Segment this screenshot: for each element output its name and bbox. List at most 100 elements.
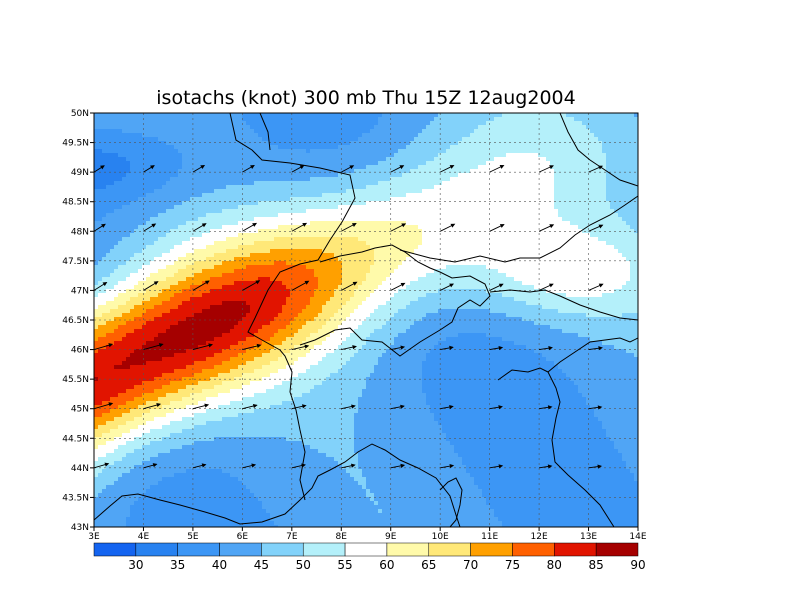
field-cell xyxy=(370,221,375,226)
field-cell xyxy=(206,197,211,202)
field-cell xyxy=(410,217,415,222)
field-cell xyxy=(106,221,111,226)
field-cell xyxy=(426,141,431,146)
field-cell xyxy=(278,209,283,214)
field-cell xyxy=(430,141,435,146)
field-cell xyxy=(578,205,583,210)
field-cell xyxy=(366,201,371,206)
field-cell xyxy=(134,237,139,242)
field-cell xyxy=(518,189,523,194)
field-cell xyxy=(346,149,351,154)
field-cell xyxy=(234,177,239,182)
field-cell xyxy=(346,169,351,174)
field-cell xyxy=(206,173,211,178)
field-cell xyxy=(118,125,123,130)
field-cell xyxy=(238,225,243,230)
field-cell xyxy=(378,117,383,122)
field-cell xyxy=(318,165,323,170)
field-cell xyxy=(442,197,447,202)
field-cell xyxy=(518,137,523,142)
field-cell xyxy=(166,157,171,162)
field-cell xyxy=(438,253,443,258)
field-cell xyxy=(226,133,231,138)
field-cell xyxy=(222,205,227,210)
field-cell xyxy=(242,209,247,214)
field-cell xyxy=(502,161,507,166)
field-cell xyxy=(226,201,231,206)
field-cell xyxy=(210,221,215,226)
field-cell xyxy=(618,249,623,254)
field-cell xyxy=(186,197,191,202)
field-cell xyxy=(406,189,411,194)
field-cell xyxy=(94,213,99,218)
field-cell xyxy=(118,133,123,138)
field-cell xyxy=(494,209,499,214)
field-cell xyxy=(574,161,579,166)
field-cell xyxy=(406,257,411,262)
field-cell xyxy=(630,149,635,154)
field-cell xyxy=(634,129,638,134)
field-cell xyxy=(190,193,195,198)
field-cell xyxy=(202,233,207,238)
field-cell xyxy=(586,173,591,178)
field-cell xyxy=(266,169,271,174)
field-cell xyxy=(102,225,107,230)
field-cell xyxy=(562,221,567,226)
field-cell xyxy=(450,233,455,238)
field-cell xyxy=(198,129,203,134)
field-cell xyxy=(298,121,303,126)
field-cell xyxy=(554,145,559,150)
field-cell xyxy=(382,125,387,130)
field-cell xyxy=(606,185,611,190)
field-cell xyxy=(254,197,259,202)
field-cell xyxy=(214,141,219,146)
field-cell xyxy=(358,205,363,210)
field-cell xyxy=(270,169,275,174)
field-cell xyxy=(510,129,515,134)
field-cell xyxy=(434,205,439,210)
field-cell xyxy=(610,253,615,258)
field-cell xyxy=(234,201,239,206)
field-cell xyxy=(598,197,603,202)
field-cell xyxy=(150,177,155,182)
field-cell xyxy=(482,133,487,138)
field-cell xyxy=(282,173,287,178)
field-cell xyxy=(534,205,539,210)
field-cell xyxy=(302,225,307,230)
field-cell xyxy=(298,157,303,162)
field-cell xyxy=(462,213,467,218)
field-cell xyxy=(202,209,207,214)
field-cell xyxy=(630,241,635,246)
field-cell xyxy=(550,125,555,130)
field-cell xyxy=(414,185,419,190)
field-cell xyxy=(610,209,615,214)
field-cell xyxy=(434,241,439,246)
field-cell xyxy=(150,209,155,214)
field-cell xyxy=(106,233,111,238)
field-cell xyxy=(594,117,599,122)
field-cell xyxy=(202,169,207,174)
field-cell xyxy=(294,121,299,126)
field-cell xyxy=(210,153,215,158)
field-cell xyxy=(590,201,595,206)
field-cell xyxy=(434,197,439,202)
field-cell xyxy=(302,205,307,210)
field-cell xyxy=(350,213,355,218)
field-cell xyxy=(230,189,235,194)
field-cell xyxy=(318,161,323,166)
field-cell xyxy=(578,133,583,138)
field-cell xyxy=(110,125,115,130)
field-cell xyxy=(162,185,167,190)
field-cell xyxy=(446,113,451,118)
field-cell xyxy=(454,237,459,242)
field-cell xyxy=(306,209,311,214)
field-cell xyxy=(214,245,219,250)
field-cell xyxy=(458,209,463,214)
field-cell xyxy=(538,145,543,150)
field-cell xyxy=(230,153,235,158)
field-cell xyxy=(542,173,547,178)
field-cell xyxy=(274,173,279,178)
field-cell xyxy=(118,169,123,174)
field-cell xyxy=(194,165,199,170)
field-cell xyxy=(510,149,515,154)
